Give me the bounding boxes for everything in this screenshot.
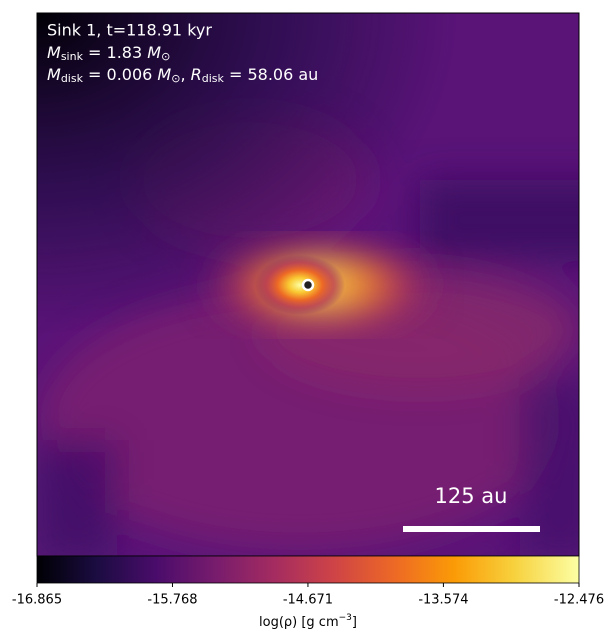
disk-props: Mdisk = 0.006 M⊙, Rdisk = 58.06 au: [47, 65, 318, 86]
colorbar-label: log(ρ) [g cm−3]: [259, 613, 357, 630]
density-map: [37, 13, 579, 556]
colorbar-tick-label: -16.865: [12, 593, 62, 608]
colorbar: [36, 555, 580, 584]
sink-marker: [301, 278, 315, 292]
colorbar-tick-label: -15.768: [147, 593, 197, 608]
title: Sink 1, t=118.91 kyr: [47, 21, 212, 40]
colorbar-tick-label: -14.671: [283, 593, 333, 608]
sink-mass: Msink = 1.83 M⊙: [47, 43, 170, 64]
scale-bar: [403, 526, 540, 532]
colorbar-tick-label: -13.574: [418, 593, 468, 608]
scale-bar-label: 125 au: [435, 484, 508, 508]
colorbar-tick-label: -12.476: [554, 593, 604, 608]
